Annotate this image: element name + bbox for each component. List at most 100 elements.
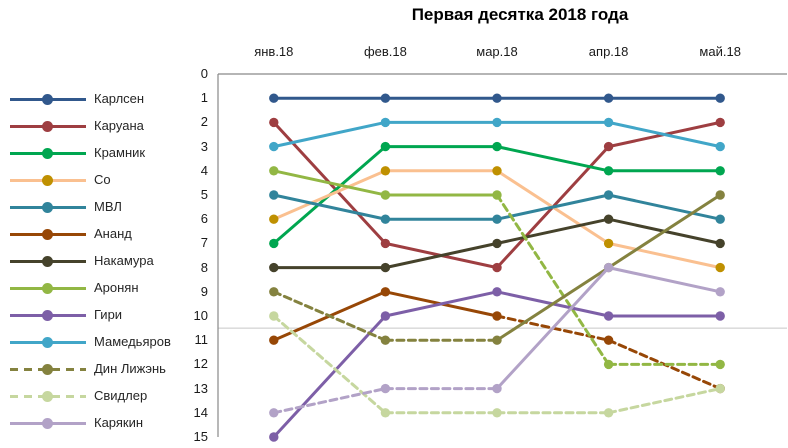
legend-marker-icon <box>42 94 53 105</box>
legend-item: Ананд <box>0 225 210 243</box>
series-segment <box>495 266 611 391</box>
series <box>269 262 725 418</box>
legend-item-label: Каруана <box>94 118 144 133</box>
series <box>269 117 725 152</box>
series-segment <box>495 145 611 173</box>
series-marker <box>492 141 502 152</box>
series-marker <box>492 262 502 273</box>
series-marker <box>715 141 725 152</box>
y-axis-label: 11 <box>194 332 209 348</box>
series-segment <box>383 290 499 318</box>
legend-item-label: Дин Лижэнь <box>94 361 166 376</box>
series-marker <box>380 93 391 103</box>
series-marker <box>492 335 502 345</box>
series-segment <box>607 120 722 149</box>
series-marker <box>269 214 279 224</box>
series-marker <box>603 311 614 321</box>
series-marker <box>603 335 614 345</box>
legend-item-label: Крамник <box>94 145 146 160</box>
legend-item: Карякин <box>0 414 210 432</box>
legend-item-label: Ананд <box>94 226 132 241</box>
series-marker <box>269 335 279 345</box>
y-axis-label: 4 <box>200 162 208 178</box>
series-marker <box>715 383 725 394</box>
series-segment <box>607 241 722 270</box>
series-marker <box>269 238 279 249</box>
series-marker <box>603 190 614 200</box>
x-axis-label: май.18 <box>699 44 741 59</box>
y-axis-label: 5 <box>200 187 208 202</box>
series-segment <box>383 241 499 270</box>
series-marker <box>269 287 279 297</box>
y-axis-label: 0 <box>200 66 208 81</box>
legend-item: Аронян <box>0 279 210 297</box>
x-axis-label: фев.18 <box>363 44 407 59</box>
series-marker <box>380 214 391 224</box>
legend-item-label: Аронян <box>94 280 139 295</box>
legend-marker-icon <box>42 202 53 213</box>
y-axis-label: 7 <box>200 235 208 251</box>
legend-item: Дин Лижэнь <box>0 360 210 378</box>
series-segment <box>495 193 611 221</box>
series-marker <box>380 311 391 321</box>
legend-item-label: Свидлер <box>94 388 148 403</box>
series-marker <box>715 262 725 273</box>
series-marker <box>603 117 614 128</box>
series-segment <box>272 169 387 221</box>
legend-item-label: Накамура <box>94 253 154 268</box>
series-marker <box>492 311 502 321</box>
series-marker <box>380 383 391 394</box>
series-marker <box>715 190 725 200</box>
legend-item: Крамник <box>0 144 210 162</box>
series-segment <box>272 169 387 197</box>
legend-item-label: Гири <box>94 307 123 322</box>
series-marker <box>492 190 502 200</box>
series-marker <box>715 214 725 224</box>
series-segment <box>495 193 611 366</box>
legend-item-label: Карякин <box>94 415 144 430</box>
series-marker <box>603 408 614 418</box>
series-marker <box>269 311 279 321</box>
series <box>269 214 725 273</box>
series-marker <box>492 166 502 176</box>
y-axis-label: 3 <box>200 138 208 154</box>
series-segment <box>272 387 387 415</box>
series-marker <box>269 190 279 200</box>
series <box>269 93 725 103</box>
series-marker <box>492 238 502 249</box>
series-marker <box>380 335 391 345</box>
y-axis-label: 13 <box>193 380 208 396</box>
legend-item-label: Карлсен <box>94 91 145 106</box>
series-marker <box>603 359 614 370</box>
series <box>269 166 725 273</box>
y-axis-label: 9 <box>200 283 208 299</box>
legend-marker-icon <box>42 418 53 429</box>
series-marker <box>380 262 391 273</box>
series-segment <box>607 387 722 415</box>
series-marker <box>715 287 725 297</box>
series-marker <box>269 408 279 418</box>
series-segment <box>607 338 722 391</box>
series-marker <box>715 166 725 176</box>
series-marker <box>492 287 502 297</box>
legend-item-label: Мамедьяров <box>94 334 171 349</box>
y-axis-label: 14 <box>193 404 208 420</box>
y-axis-label: 15 <box>193 429 208 444</box>
legend-marker-icon <box>42 121 53 132</box>
series-marker <box>603 166 614 176</box>
series <box>269 311 725 418</box>
series-segment <box>272 120 387 149</box>
series <box>269 190 725 345</box>
series-marker <box>269 432 279 442</box>
y-axis-label: 6 <box>200 211 208 227</box>
y-axis-label: 1 <box>200 90 208 106</box>
series-marker <box>715 93 725 103</box>
series-marker <box>492 383 502 394</box>
series-segment <box>272 314 387 415</box>
series-segment <box>272 290 387 342</box>
chart-title: Первая десятка 2018 года <box>411 5 629 24</box>
series-marker <box>269 141 279 152</box>
series-marker <box>715 238 725 249</box>
series-marker <box>603 238 614 249</box>
